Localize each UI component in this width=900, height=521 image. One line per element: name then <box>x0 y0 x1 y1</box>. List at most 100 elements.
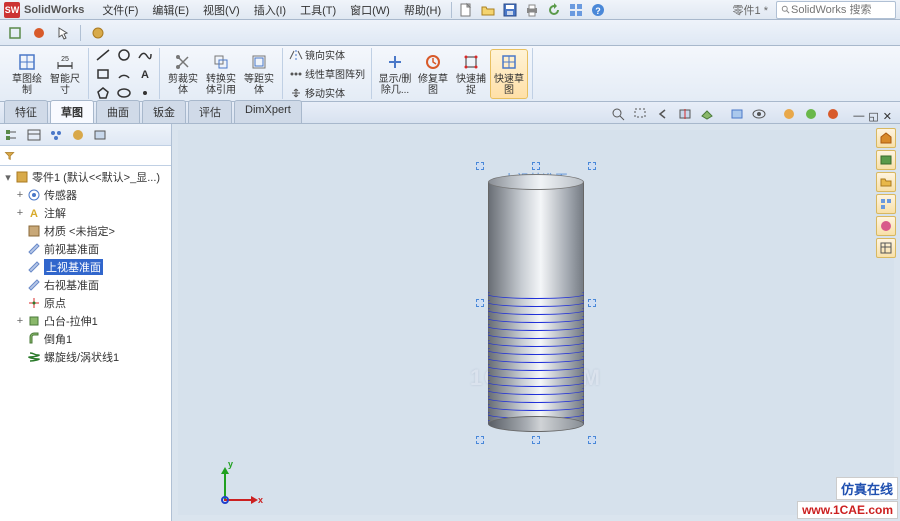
handle-nw[interactable] <box>476 162 484 170</box>
view-palette-icon[interactable] <box>876 194 896 214</box>
menu-item[interactable]: 编辑(E) <box>146 0 195 20</box>
expand-icon[interactable]: + <box>14 207 26 219</box>
previous-view-icon[interactable] <box>653 105 673 123</box>
tree-item[interactable]: 原点 <box>0 294 171 312</box>
display-delete-button[interactable]: 显示/删 除几... <box>376 50 414 98</box>
ellipse-icon[interactable] <box>114 84 134 102</box>
design-library-icon[interactable] <box>876 150 896 170</box>
sphere-icon[interactable] <box>87 22 109 44</box>
expand-icon[interactable] <box>14 297 26 309</box>
search-input[interactable] <box>791 4 891 16</box>
move-button[interactable]: 移动实体 <box>287 84 367 101</box>
zoom-area-icon[interactable] <box>631 105 651 123</box>
display-style-icon[interactable] <box>727 105 747 123</box>
tree-item[interactable]: + A 注解 <box>0 204 171 222</box>
expand-icon[interactable] <box>14 333 26 345</box>
menu-item[interactable]: 文件(F) <box>96 0 144 20</box>
tree-item[interactable]: + 传感器 <box>0 186 171 204</box>
quick-snap-button[interactable]: 快速捕 捉 <box>452 50 490 98</box>
line-icon[interactable] <box>93 46 113 64</box>
section-view-icon[interactable] <box>675 105 695 123</box>
handle-se[interactable] <box>588 436 596 444</box>
view-orientation-dd-icon[interactable] <box>697 105 717 123</box>
tree-item[interactable]: 右视基准面 <box>0 276 171 294</box>
close-icon[interactable]: ✕ <box>883 110 892 123</box>
linear-pattern-button[interactable]: 线性草图阵列 <box>287 65 367 82</box>
help-icon[interactable]: ? <box>588 1 608 19</box>
feature-tab[interactable]: 曲面 <box>96 100 140 123</box>
display-tab-icon[interactable] <box>90 126 110 144</box>
feature-tab[interactable]: 钣金 <box>142 100 186 123</box>
text-icon[interactable]: A <box>135 65 155 83</box>
offset-button[interactable]: 等距实 体 <box>240 50 278 98</box>
options-icon[interactable] <box>566 1 586 19</box>
expand-icon[interactable] <box>14 261 26 273</box>
feature-tab[interactable]: 特征 <box>4 100 48 123</box>
config-tab-icon[interactable] <box>46 126 66 144</box>
feature-tab[interactable]: 草图 <box>50 100 94 123</box>
convert-button[interactable]: 转换实 体引用 <box>202 50 240 98</box>
open-icon[interactable] <box>478 1 498 19</box>
filter-input[interactable] <box>15 150 167 162</box>
rectangle-icon[interactable] <box>93 65 113 83</box>
new-icon[interactable] <box>456 1 476 19</box>
tree-root[interactable]: ▾ 零件1 (默认<<默认>_显...) <box>0 168 171 186</box>
restore-icon[interactable]: ◱ <box>868 110 878 123</box>
handle-sw[interactable] <box>476 436 484 444</box>
expand-icon[interactable] <box>14 225 26 237</box>
property-tab-icon[interactable] <box>24 126 44 144</box>
expand-icon[interactable]: + <box>14 315 26 327</box>
mirror-button[interactable]: 镜向实体 <box>287 46 367 63</box>
feature-tree-tab-icon[interactable] <box>2 126 22 144</box>
menu-item[interactable]: 窗口(W) <box>344 0 396 20</box>
expand-icon[interactable]: + <box>14 189 26 201</box>
rapid-sketch-button[interactable]: 快速草 图 <box>490 49 528 99</box>
spline-icon[interactable] <box>135 46 155 64</box>
tree-item[interactable]: 倒角1 <box>0 330 171 348</box>
search-box[interactable] <box>776 1 896 19</box>
tree-item[interactable]: 上视基准面 <box>0 258 171 276</box>
expand-icon[interactable]: ▾ <box>2 171 14 184</box>
sketch-button[interactable]: 草图绘 制 <box>8 50 46 98</box>
menu-item[interactable]: 插入(I) <box>248 0 292 20</box>
expand-icon[interactable] <box>14 279 26 291</box>
feature-tab[interactable]: 评估 <box>188 100 232 123</box>
hide-show-icon[interactable] <box>749 105 769 123</box>
handle-s[interactable] <box>532 436 540 444</box>
tree-item[interactable]: 螺旋线/涡状线1 <box>0 348 171 366</box>
model[interactable]: 上视基准面 <box>488 174 584 432</box>
resources-tab-icon[interactable] <box>876 128 896 148</box>
view-orientation-icon[interactable] <box>4 22 26 44</box>
tree-item[interactable]: 材质 <未指定> <box>0 222 171 240</box>
handle-w[interactable] <box>476 299 484 307</box>
point-icon[interactable] <box>135 84 155 102</box>
minimize-icon[interactable]: — <box>853 110 864 123</box>
feature-tab[interactable]: DimXpert <box>234 100 302 123</box>
polygon-icon[interactable] <box>93 84 113 102</box>
menu-item[interactable]: 视图(V) <box>197 0 246 20</box>
menu-item[interactable]: 帮助(H) <box>398 0 447 20</box>
handle-e[interactable] <box>588 299 596 307</box>
expand-icon[interactable] <box>14 351 26 363</box>
apply-scene-icon[interactable] <box>801 105 821 123</box>
repair-sketch-button[interactable]: 修复草 图 <box>414 50 452 98</box>
appearances-icon[interactable] <box>876 216 896 236</box>
dim-tab-icon[interactable] <box>68 126 88 144</box>
menu-item[interactable]: 工具(T) <box>294 0 342 20</box>
zoom-fit-icon[interactable] <box>609 105 629 123</box>
custom-props-icon[interactable] <box>876 238 896 258</box>
appearance-icon[interactable] <box>28 22 50 44</box>
rebuild-icon[interactable] <box>544 1 564 19</box>
save-icon[interactable] <box>500 1 520 19</box>
edit-appearance-icon[interactable] <box>779 105 799 123</box>
print-icon[interactable] <box>522 1 542 19</box>
tree-item[interactable]: + 凸台-拉伸1 <box>0 312 171 330</box>
tree-item[interactable]: 前视基准面 <box>0 240 171 258</box>
graphics-viewport[interactable]: 1CAE.COM 上视基准面 <box>172 124 900 521</box>
view-settings-icon[interactable] <box>823 105 843 123</box>
circle-icon[interactable] <box>114 46 134 64</box>
file-explorer-icon[interactable] <box>876 172 896 192</box>
tree-filter[interactable] <box>0 146 171 166</box>
smart-dimension-button[interactable]: 25 智能尺 寸 <box>46 50 84 98</box>
handle-n[interactable] <box>532 162 540 170</box>
